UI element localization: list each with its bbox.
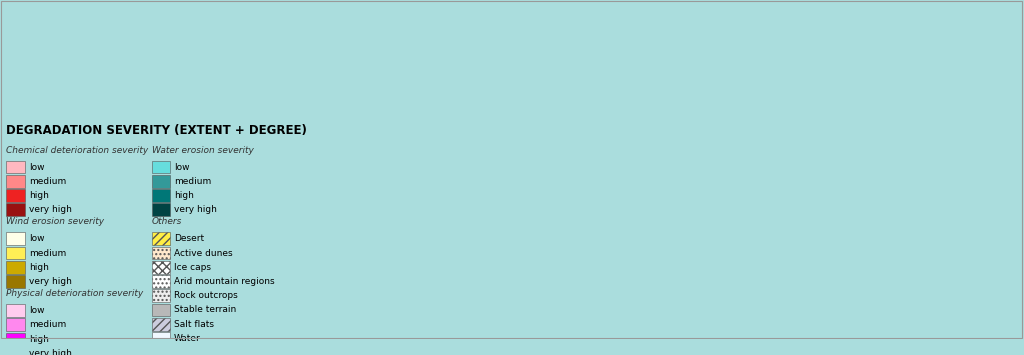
Text: Salt flats: Salt flats: [174, 320, 214, 329]
Text: Ice caps: Ice caps: [174, 263, 211, 272]
Text: Chemical deterioration severity: Chemical deterioration severity: [6, 146, 148, 155]
Bar: [152, 160, 170, 174]
Bar: [6, 304, 25, 317]
Bar: [6, 203, 25, 216]
Bar: [152, 289, 170, 302]
Bar: [152, 318, 170, 331]
Text: Arid mountain regions: Arid mountain regions: [174, 277, 274, 286]
Text: Physical deterioration severity: Physical deterioration severity: [6, 289, 143, 298]
Bar: [6, 175, 25, 188]
Text: medium: medium: [29, 320, 66, 329]
Bar: [6, 233, 25, 245]
Text: Active dunes: Active dunes: [174, 248, 232, 257]
Bar: [152, 175, 170, 188]
Text: Others: Others: [152, 218, 182, 226]
Text: medium: medium: [29, 177, 66, 186]
Bar: [6, 347, 25, 355]
Bar: [6, 247, 25, 260]
Text: very high: very high: [29, 277, 72, 286]
Bar: [152, 189, 170, 202]
Bar: [6, 275, 25, 288]
Text: low: low: [29, 234, 44, 243]
Text: Rock outcrops: Rock outcrops: [174, 291, 238, 300]
Text: very high: very high: [29, 205, 72, 214]
Bar: [152, 275, 170, 288]
Text: low: low: [174, 163, 189, 171]
Text: low: low: [29, 163, 44, 171]
Bar: [152, 332, 170, 345]
Bar: [152, 247, 170, 260]
Text: Water: Water: [174, 334, 201, 343]
Text: DEGRADATION SEVERITY (EXTENT + DEGREE): DEGRADATION SEVERITY (EXTENT + DEGREE): [6, 124, 307, 137]
Text: low: low: [29, 306, 44, 315]
Bar: [6, 333, 25, 345]
Text: Water erosion severity: Water erosion severity: [152, 146, 253, 155]
Bar: [6, 160, 25, 174]
Text: Wind erosion severity: Wind erosion severity: [6, 218, 104, 226]
Text: high: high: [29, 334, 48, 344]
Text: very high: very high: [29, 349, 72, 355]
Bar: [6, 189, 25, 202]
Bar: [6, 318, 25, 331]
Text: high: high: [174, 191, 194, 200]
Bar: [152, 261, 170, 274]
Text: very high: very high: [174, 205, 217, 214]
Bar: [152, 203, 170, 216]
Text: Desert: Desert: [174, 234, 204, 243]
Bar: [6, 261, 25, 274]
Text: high: high: [29, 263, 48, 272]
Text: Stable terrain: Stable terrain: [174, 305, 237, 315]
Bar: [152, 304, 170, 316]
Text: high: high: [29, 191, 48, 200]
Text: medium: medium: [29, 248, 66, 257]
Bar: [152, 233, 170, 245]
Text: medium: medium: [174, 177, 211, 186]
